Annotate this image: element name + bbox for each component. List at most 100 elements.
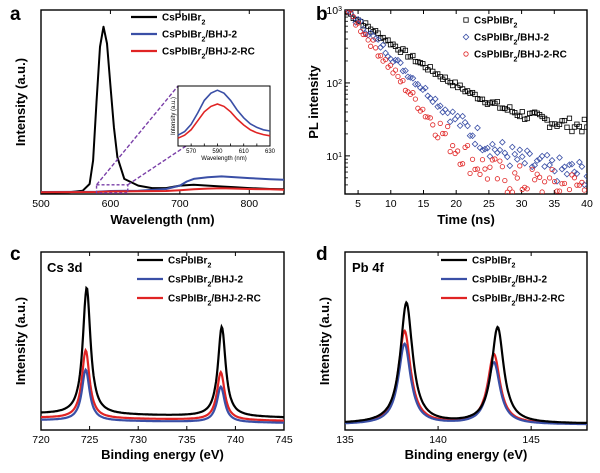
series-line [41, 347, 284, 422]
x-tick-label: 730 [129, 434, 147, 446]
x-tick-label: 700 [171, 198, 189, 210]
legend-text-subscript: 2 [511, 281, 515, 288]
data-point [494, 176, 500, 182]
data-point [392, 67, 399, 73]
data-point [506, 162, 514, 170]
data-point [454, 112, 461, 120]
legend-entry: CsPbIBr2/BHJ-2 [162, 30, 237, 44]
panel-letter: d [316, 244, 328, 265]
data-point [452, 150, 458, 157]
data-point [553, 177, 561, 185]
x-axis-label: Wavelength (nm) [110, 212, 214, 227]
data-point [445, 123, 451, 130]
legend-text-subscript: 2 [513, 56, 517, 63]
series-line [40, 187, 285, 194]
data-point [504, 189, 510, 194]
data-point [471, 140, 479, 148]
legend-entry: CsPbIBr2/BHJ-2-RC [162, 47, 255, 61]
data-point [368, 43, 374, 49]
legend-text-main: CsPbIBr [168, 275, 208, 286]
x-tick-label: 15 [418, 198, 430, 210]
x-tick-label: 720 [32, 434, 50, 446]
x-tick-label: 725 [81, 434, 99, 446]
legend-text-main: CsPbIBr [168, 256, 208, 267]
data-point [517, 163, 523, 169]
series-line [40, 285, 284, 419]
legend-entry: CsPbIBr2 [162, 13, 205, 27]
data-point [431, 95, 439, 103]
data-point [579, 179, 585, 185]
data-point [450, 143, 456, 149]
x-tick-label: 10 [385, 198, 397, 210]
panel-letter: c [10, 244, 21, 265]
data-point [421, 84, 429, 92]
data-point [400, 77, 406, 84]
data-point [514, 175, 520, 181]
data-point [541, 163, 548, 170]
legend-text-main: CsPbIBr [168, 294, 208, 305]
data-point [472, 166, 478, 172]
x-tick-label: 145 [522, 434, 540, 446]
data-point [434, 103, 442, 111]
data-point [494, 99, 500, 105]
y-tick-label: 103 [326, 5, 342, 17]
legend-entry: CsPbIBr2 [168, 256, 211, 270]
data-point [461, 119, 469, 126]
data-point [415, 105, 421, 111]
y-axis-label: Intensity (a.u.) [317, 297, 332, 385]
data-point [499, 164, 505, 170]
series-line [40, 367, 284, 424]
data-point [564, 124, 570, 130]
data-point [543, 151, 551, 159]
series-line [344, 329, 587, 425]
y-tick-label: 102 [326, 78, 342, 90]
data-point [440, 130, 446, 137]
data-point [455, 148, 461, 154]
legend-text-subscript: 2 [207, 281, 211, 288]
data-point [492, 156, 498, 162]
legend-text-tail: /BHJ-2-RC [517, 50, 566, 61]
data-point [442, 131, 448, 137]
inset-tick-label: 590 [212, 149, 223, 155]
data-point [436, 102, 444, 110]
data-point [561, 117, 568, 124]
data-point [397, 79, 404, 85]
y-tick-label: 101 [326, 151, 342, 163]
x-tick-label: 5 [355, 198, 361, 210]
data-point [524, 186, 530, 192]
data-point [576, 123, 583, 130]
panel-b: 5 10 15 20 25 30 35 40101102103CsPbIBr2CsPbIBr2… [306, 4, 593, 227]
data-point [412, 80, 419, 88]
data-point [469, 132, 476, 140]
data-point [416, 84, 424, 92]
data-point [469, 156, 476, 162]
panel-letter: a [10, 4, 21, 25]
data-point [579, 129, 585, 135]
x-tick-label: 135 [336, 434, 354, 446]
legend-entry: CsPbIBr2/BHJ-2 [474, 33, 549, 47]
scatter-area [345, 10, 587, 194]
legend-text-subscript: 2 [511, 262, 515, 269]
data-point [534, 171, 540, 177]
data-point [573, 170, 581, 178]
legend-text-subscript: 2 [513, 22, 517, 29]
data-point [528, 163, 536, 171]
legend-text-main: CsPbIBr [474, 33, 514, 44]
legend-entry: CsPbIBr2 [474, 16, 517, 30]
data-point [459, 161, 466, 167]
data-point [576, 158, 583, 166]
legend-entry: CsPbIBr2 [472, 256, 515, 270]
data-point [524, 115, 530, 122]
data-point [404, 73, 412, 81]
x-axis-label: Binding energy (eV) [405, 447, 528, 462]
data-point [355, 20, 361, 26]
data-point [529, 166, 535, 172]
data-point [390, 70, 396, 76]
data-point [549, 166, 555, 173]
data-point [395, 73, 401, 80]
legend-text-tail: /BHJ-2-RC [515, 294, 564, 305]
data-point [578, 163, 586, 170]
data-point [546, 175, 553, 181]
data-point [464, 122, 471, 130]
data-point [377, 53, 384, 59]
